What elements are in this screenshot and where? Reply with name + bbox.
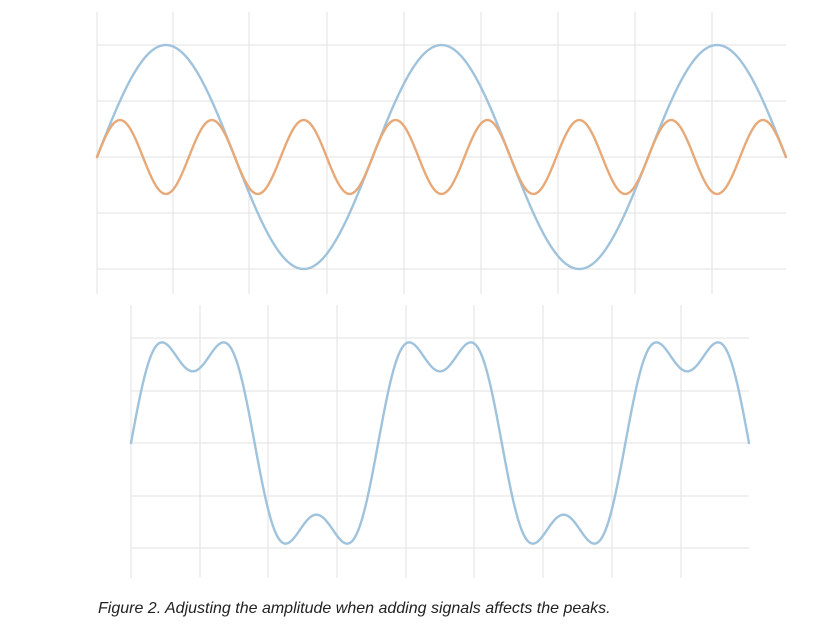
series-line-2 [95, 118, 788, 196]
bottom-chart [129, 305, 751, 578]
series-line-1 [129, 341, 751, 545]
series-line-1 [95, 43, 788, 271]
top-chart [95, 12, 788, 294]
figure-caption: Figure 2. Adjusting the amplitude when a… [98, 600, 611, 617]
